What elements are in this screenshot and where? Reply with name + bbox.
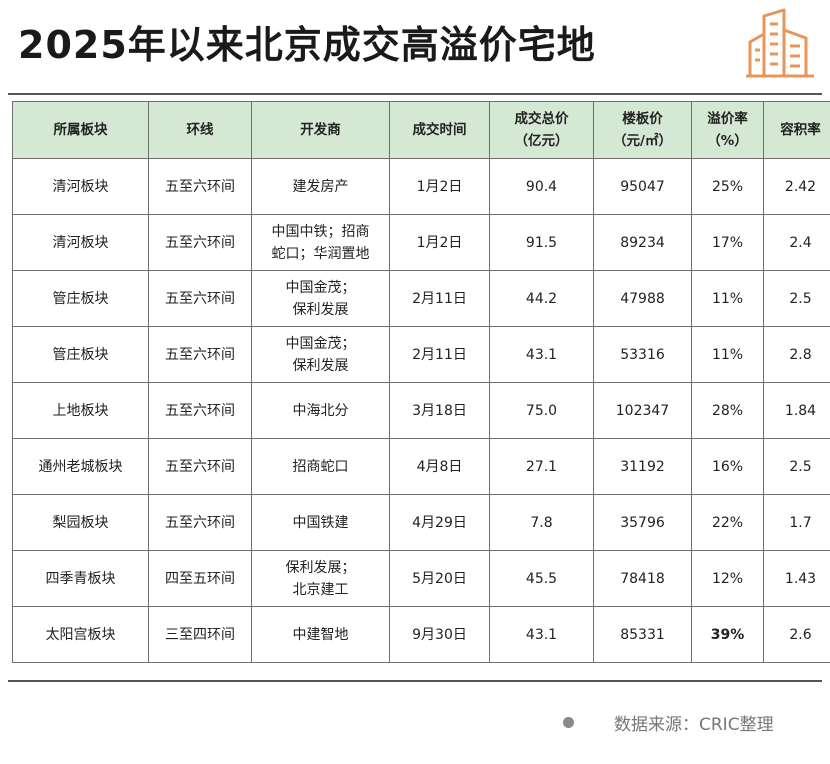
- table-cell: 43.1: [489, 606, 594, 663]
- table-row: 上地板块 五至六环间 中海北分 3月18日 75.0 102347 28% 1.84: [12, 382, 830, 439]
- table-cell: 中建智地: [251, 606, 390, 663]
- table-cell: 管庄板块: [12, 326, 149, 383]
- table-cell: 43.1: [489, 326, 594, 383]
- table-cell: 上地板块: [12, 382, 149, 439]
- table-cell: 清河板块: [12, 214, 149, 271]
- table-cell: 75.0: [489, 382, 594, 439]
- header-cell: 楼板价 （元/㎡）: [593, 101, 692, 159]
- table-cell: 78418: [593, 550, 692, 607]
- table-cell: 7.8: [489, 494, 594, 551]
- table-row: 管庄板块 五至六环间 中国金茂； 保利发展 2月11日 43.1 53316 11% 2.8: [12, 326, 830, 383]
- table-cell: 2.5: [763, 270, 830, 327]
- table-cell: 2.4: [763, 214, 830, 271]
- table-cell: 27.1: [489, 438, 594, 495]
- header-cell: 成交总价 （亿元）: [489, 101, 594, 159]
- table-cell: 中国金茂； 保利发展: [251, 270, 390, 327]
- table-cell: 91.5: [489, 214, 594, 271]
- table-cell: 通州老城板块: [12, 438, 149, 495]
- table-cell: 2.6: [763, 606, 830, 663]
- table-cell: 95047: [593, 158, 692, 215]
- table-cell: 中国金茂； 保利发展: [251, 326, 390, 383]
- table-row: 清河板块 五至六环间 中国中铁；招商 蛇口；华润置地 1月2日 91.5 89234 17%…: [12, 214, 830, 271]
- table-cell: 22%: [691, 494, 764, 551]
- table-cell: 44.2: [489, 270, 594, 327]
- table-row: 四季青板块 四至五环间 保利发展； 北京建工 5月20日 45.5 78418 12% 1.4…: [12, 550, 830, 607]
- table-cell: 五至六环间: [148, 494, 252, 551]
- table-cell: 2月11日: [389, 270, 490, 327]
- table-cell: 1.7: [763, 494, 830, 551]
- table-cell: 中国中铁；招商 蛇口；华润置地: [251, 214, 390, 271]
- table-row: 梨园板块 五至六环间 中国铁建 4月29日 7.8 35796 22% 1.7: [12, 494, 830, 551]
- table-cell: 中海北分: [251, 382, 390, 439]
- table-cell: 五至六环间: [148, 214, 252, 271]
- table-cell: 9月30日: [389, 606, 490, 663]
- table-cell: 5月20日: [389, 550, 490, 607]
- premium-land-table: 所属板块 环线 开发商 成交时间 成交总价 （亿元） 楼板价 （元/㎡） 溢价率…: [12, 101, 830, 663]
- table-cell: 梨园板块: [12, 494, 149, 551]
- table-row: 清河板块 五至六环间 建发房产 1月2日 90.4 95047 25% 2.42: [12, 158, 830, 215]
- table-cell: 11%: [691, 326, 764, 383]
- table-cell: 中国铁建: [251, 494, 390, 551]
- table-cell: 三至四环间: [148, 606, 252, 663]
- top-divider: [8, 93, 822, 95]
- page-title: 2025年以来北京成交高溢价宅地: [18, 23, 596, 67]
- table-cell: 28%: [691, 382, 764, 439]
- table-cell: 4月8日: [389, 438, 490, 495]
- table-row: 太阳宫板块 三至四环间 中建智地 9月30日 43.1 85331 39% 2.6: [12, 606, 830, 663]
- table-cell: 1月2日: [389, 214, 490, 271]
- building-icon: [746, 8, 814, 78]
- table-cell: 102347: [593, 382, 692, 439]
- table-cell: 11%: [691, 270, 764, 327]
- bottom-divider: [8, 680, 822, 682]
- table-cell: 47988: [593, 270, 692, 327]
- table-cell: 35796: [593, 494, 692, 551]
- table-cell: 53316: [593, 326, 692, 383]
- table-row: 管庄板块 五至六环间 中国金茂； 保利发展 2月11日 44.2 47988 11% 2.5: [12, 270, 830, 327]
- table-cell: 五至六环间: [148, 270, 252, 327]
- table-cell: 五至六环间: [148, 382, 252, 439]
- header-cell: 成交时间: [389, 101, 490, 159]
- table-cell: 招商蛇口: [251, 438, 390, 495]
- table-row: 通州老城板块 五至六环间 招商蛇口 4月8日 27.1 31192 16% 2.5: [12, 438, 830, 495]
- table-cell: 四季青板块: [12, 550, 149, 607]
- bullet-dot-icon: [563, 717, 574, 728]
- header-cell: 环线: [148, 101, 252, 159]
- table-cell: 管庄板块: [12, 270, 149, 327]
- table-cell: 89234: [593, 214, 692, 271]
- table-cell: 39%: [691, 606, 764, 663]
- table-cell: 五至六环间: [148, 326, 252, 383]
- table-cell: 17%: [691, 214, 764, 271]
- header-cell: 溢价率 （%）: [691, 101, 764, 159]
- table-cell: 90.4: [489, 158, 594, 215]
- table-cell: 1.84: [763, 382, 830, 439]
- table-cell: 2月11日: [389, 326, 490, 383]
- header-cell: 所属板块: [12, 101, 149, 159]
- table-cell: 1月2日: [389, 158, 490, 215]
- table-cell: 31192: [593, 438, 692, 495]
- table-cell: 45.5: [489, 550, 594, 607]
- header-cell: 容积率: [763, 101, 830, 159]
- table-cell: 16%: [691, 438, 764, 495]
- table-header-row: 所属板块 环线 开发商 成交时间 成交总价 （亿元） 楼板价 （元/㎡） 溢价率…: [12, 101, 830, 159]
- table-cell: 清河板块: [12, 158, 149, 215]
- table-cell: 2.8: [763, 326, 830, 383]
- table-cell: 85331: [593, 606, 692, 663]
- table-cell: 四至五环间: [148, 550, 252, 607]
- table-cell: 保利发展； 北京建工: [251, 550, 390, 607]
- table-cell: 太阳宫板块: [12, 606, 149, 663]
- header-cell: 开发商: [251, 101, 390, 159]
- table-cell: 1.43: [763, 550, 830, 607]
- table-cell: 3月18日: [389, 382, 490, 439]
- table-cell: 2.5: [763, 438, 830, 495]
- table-cell: 12%: [691, 550, 764, 607]
- table-cell: 25%: [691, 158, 764, 215]
- table-cell: 2.42: [763, 158, 830, 215]
- table-cell: 五至六环间: [148, 158, 252, 215]
- data-source: 数据来源：CRIC整理: [614, 715, 774, 735]
- table-cell: 建发房产: [251, 158, 390, 215]
- table-cell: 五至六环间: [148, 438, 252, 495]
- table-cell: 4月29日: [389, 494, 490, 551]
